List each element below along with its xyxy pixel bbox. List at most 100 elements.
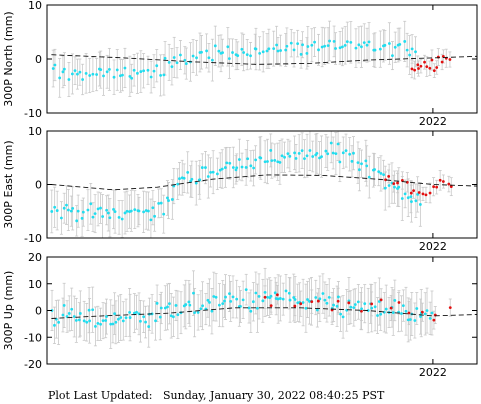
data-point (321, 292, 325, 295)
data-point (117, 215, 121, 219)
data-point (265, 49, 269, 53)
data-point (88, 319, 91, 323)
data-point (65, 203, 68, 207)
data-point (221, 51, 224, 54)
data-point (128, 316, 132, 319)
data-point (120, 217, 124, 221)
data-point (393, 45, 397, 49)
data-point (58, 76, 62, 80)
y-tick-label: -20 (24, 358, 42, 371)
data-point (430, 311, 434, 315)
data-point (149, 75, 153, 79)
data-point (283, 155, 286, 159)
data-point (332, 303, 335, 307)
data-point (124, 316, 128, 320)
data-point (334, 47, 337, 50)
data-point (53, 323, 56, 327)
data-point (415, 307, 419, 310)
data-point (139, 319, 142, 323)
data-point (227, 57, 231, 61)
data-point (210, 309, 214, 313)
data-point (70, 307, 74, 311)
data-point (356, 161, 360, 165)
data-point (62, 206, 66, 210)
data-point (228, 161, 232, 165)
data-point (213, 44, 217, 48)
data-point (257, 295, 261, 298)
data-point (313, 40, 316, 44)
data-point (125, 209, 129, 213)
data-point (408, 318, 412, 321)
data-point (99, 68, 103, 72)
chart-panel-3: -20 -10 0 10 20 2022 300P Up (mm) (2, 251, 478, 379)
data-point (72, 315, 76, 318)
data-point (69, 209, 73, 213)
data-point (377, 300, 381, 303)
data-point (367, 40, 371, 44)
data-point (191, 54, 195, 58)
y-tick-label: 20 (28, 251, 42, 264)
model-trend-line (51, 174, 477, 191)
recent-data-point (336, 299, 340, 303)
y-axis-label: 300P Up (mm) (2, 271, 15, 351)
data-point (166, 196, 169, 200)
recent-data-point (396, 181, 399, 185)
data-point (53, 205, 57, 209)
data-point (258, 51, 262, 55)
recent-data-point (432, 69, 436, 73)
data-point (267, 47, 271, 51)
data-point (101, 319, 105, 323)
data-point (414, 199, 418, 203)
data-point (217, 303, 221, 307)
data-point (336, 295, 340, 299)
data-point (384, 307, 388, 311)
data-point (172, 56, 176, 59)
data-point (261, 50, 265, 54)
data-point (171, 315, 175, 319)
data-point (377, 170, 381, 174)
data-point (249, 309, 253, 313)
data-point (75, 219, 79, 223)
y-tick-label: 0 (35, 53, 42, 66)
data-point (329, 141, 333, 145)
data-point (299, 52, 303, 56)
data-point (254, 291, 258, 295)
data-point (270, 159, 274, 163)
data-point (176, 313, 180, 317)
data-point (249, 54, 252, 58)
data-point (194, 181, 198, 185)
recent-data-point (392, 182, 396, 186)
data-point (301, 43, 304, 47)
data-point (207, 56, 211, 60)
data-point (76, 209, 80, 213)
data-point (391, 54, 394, 57)
data-point (387, 184, 391, 187)
recent-data-point (384, 178, 387, 182)
data-point (296, 42, 300, 46)
data-point (406, 196, 410, 200)
data-point (254, 47, 258, 51)
recent-data-point (410, 67, 414, 71)
data-point (186, 171, 190, 174)
data-point (360, 45, 363, 49)
data-point (370, 306, 374, 310)
data-point (87, 308, 91, 312)
data-point (256, 306, 259, 310)
recent-data-point (310, 300, 314, 304)
data-point (362, 41, 366, 45)
data-point (229, 300, 233, 303)
recent-data-point (421, 192, 425, 196)
data-point (179, 53, 182, 57)
data-point (155, 301, 159, 305)
data-point (300, 149, 304, 153)
recent-data-point (387, 174, 391, 178)
data-point (294, 157, 298, 160)
data-point (405, 48, 409, 52)
data-point (397, 185, 401, 189)
data-point (61, 313, 65, 317)
data-point (356, 300, 360, 304)
data-point (70, 72, 74, 76)
data-point (410, 200, 413, 204)
data-point (187, 300, 191, 304)
data-point (61, 70, 65, 74)
